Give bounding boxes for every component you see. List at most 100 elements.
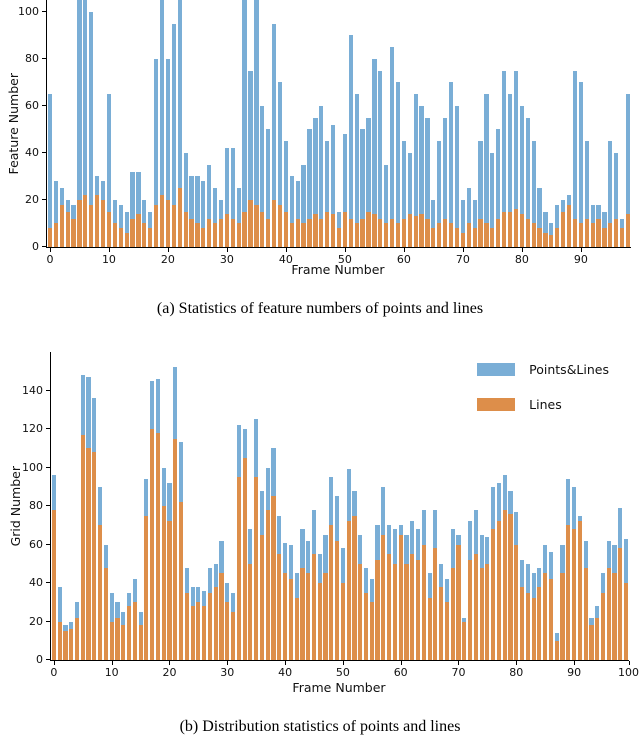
y-tick-mark [46, 659, 50, 660]
stacked-bar [387, 525, 392, 660]
x-tick-mark [516, 661, 518, 665]
lines-segment [57, 621, 62, 660]
stacked-bar [502, 70, 507, 247]
x-tick-label: 40 [278, 253, 293, 266]
y-tick-mark [42, 151, 46, 153]
stacked-bar [589, 617, 594, 660]
stacked-bar [196, 586, 201, 660]
lines-segment [155, 432, 160, 660]
lines-segment [207, 218, 212, 247]
stacked-bar [618, 507, 623, 660]
stacked-bar [608, 141, 613, 247]
lines-segment [80, 434, 85, 660]
stacked-bar [340, 548, 345, 660]
stacked-bar [329, 477, 334, 660]
stacked-bar [561, 199, 566, 247]
x-tick-mark [111, 661, 113, 665]
stacked-bar [236, 425, 241, 660]
legend-item-lines: Lines [477, 397, 609, 412]
stacked-bar [248, 529, 253, 660]
chart-b-ylabel-text: Grid Number [7, 465, 23, 547]
stacked-bar [496, 129, 501, 247]
chart-b-bars [51, 352, 629, 660]
stacked-bar [443, 117, 448, 247]
lines-segment [271, 199, 277, 247]
lines-segment [479, 567, 484, 660]
lines-segment [618, 548, 623, 660]
chart-b-ylabel: Grid Number [6, 352, 24, 660]
stacked-bar [271, 448, 276, 660]
lines-segment [508, 513, 513, 660]
x-tick-label: 70 [455, 253, 470, 266]
x-tick-mark [342, 661, 344, 665]
stacked-bar [554, 633, 559, 660]
lines-segment [74, 617, 80, 660]
lines-segment [242, 457, 247, 660]
lines-segment [126, 606, 132, 660]
lines-segment [612, 573, 617, 660]
stacked-bar [103, 544, 108, 660]
lines-segment [596, 218, 601, 247]
lines-segment [248, 199, 253, 247]
stacked-bar [121, 611, 126, 660]
lines-segment [177, 188, 182, 247]
x-tick-mark [285, 661, 287, 665]
x-tick-mark [108, 248, 110, 252]
stacked-bar [375, 525, 380, 660]
stacked-bar [183, 152, 188, 247]
lines-segment [63, 631, 68, 660]
lines-segment [98, 525, 103, 660]
stacked-bar [462, 617, 467, 660]
stacked-bar [98, 486, 103, 660]
stacked-bar [248, 70, 253, 247]
stacked-bar [77, 0, 82, 247]
lines-segment [431, 228, 436, 247]
stacked-bar [381, 486, 386, 660]
lines-segment [266, 218, 271, 247]
lines-segment [421, 544, 426, 660]
stacked-bar [148, 211, 153, 247]
lines-segment [572, 218, 578, 247]
stacked-bar [89, 11, 94, 247]
stacked-bar [606, 540, 611, 660]
x-tick-mark [344, 248, 346, 252]
lines-segment [352, 515, 357, 660]
lines-segment [467, 559, 473, 660]
stacked-bar [583, 540, 588, 660]
lines-segment [415, 559, 421, 660]
lines-segment [336, 228, 342, 247]
lines-segment [106, 211, 112, 247]
stacked-bar [106, 94, 112, 247]
x-tick-label: 60 [393, 666, 408, 679]
stacked-bar [207, 164, 212, 247]
lines-segment [294, 598, 299, 660]
stacked-bar [543, 211, 548, 247]
x-tick-label: 0 [46, 253, 54, 266]
stacked-bar [201, 181, 206, 247]
lines-segment [372, 214, 377, 247]
stacked-bar [109, 592, 114, 660]
lines-segment [335, 540, 340, 660]
lines-segment [502, 211, 507, 247]
lines-segment [59, 204, 64, 247]
lines-segment [561, 211, 566, 247]
lines-segment [115, 617, 120, 660]
y-tick-mark [42, 57, 46, 59]
stacked-bar [496, 482, 502, 660]
lines-segment [543, 573, 548, 660]
lines-segment [560, 573, 565, 660]
y-tick-label: 40 [29, 576, 43, 589]
y-tick-label: 60 [29, 537, 43, 551]
stacked-bar [330, 124, 336, 247]
lines-segment [89, 204, 94, 247]
lines-segment [259, 534, 265, 660]
chart-b: Grid Number Points&Lines Lines 0 20 40 60 80… [0, 350, 640, 710]
stacked-bar [490, 152, 495, 247]
lines-segment [265, 509, 270, 660]
stacked-bar [572, 70, 578, 247]
lines-segment [173, 438, 178, 660]
x-tick-label: 70 [451, 666, 466, 679]
stacked-bar [283, 542, 288, 660]
stacked-bar [472, 199, 477, 247]
stacked-bar [389, 47, 395, 247]
